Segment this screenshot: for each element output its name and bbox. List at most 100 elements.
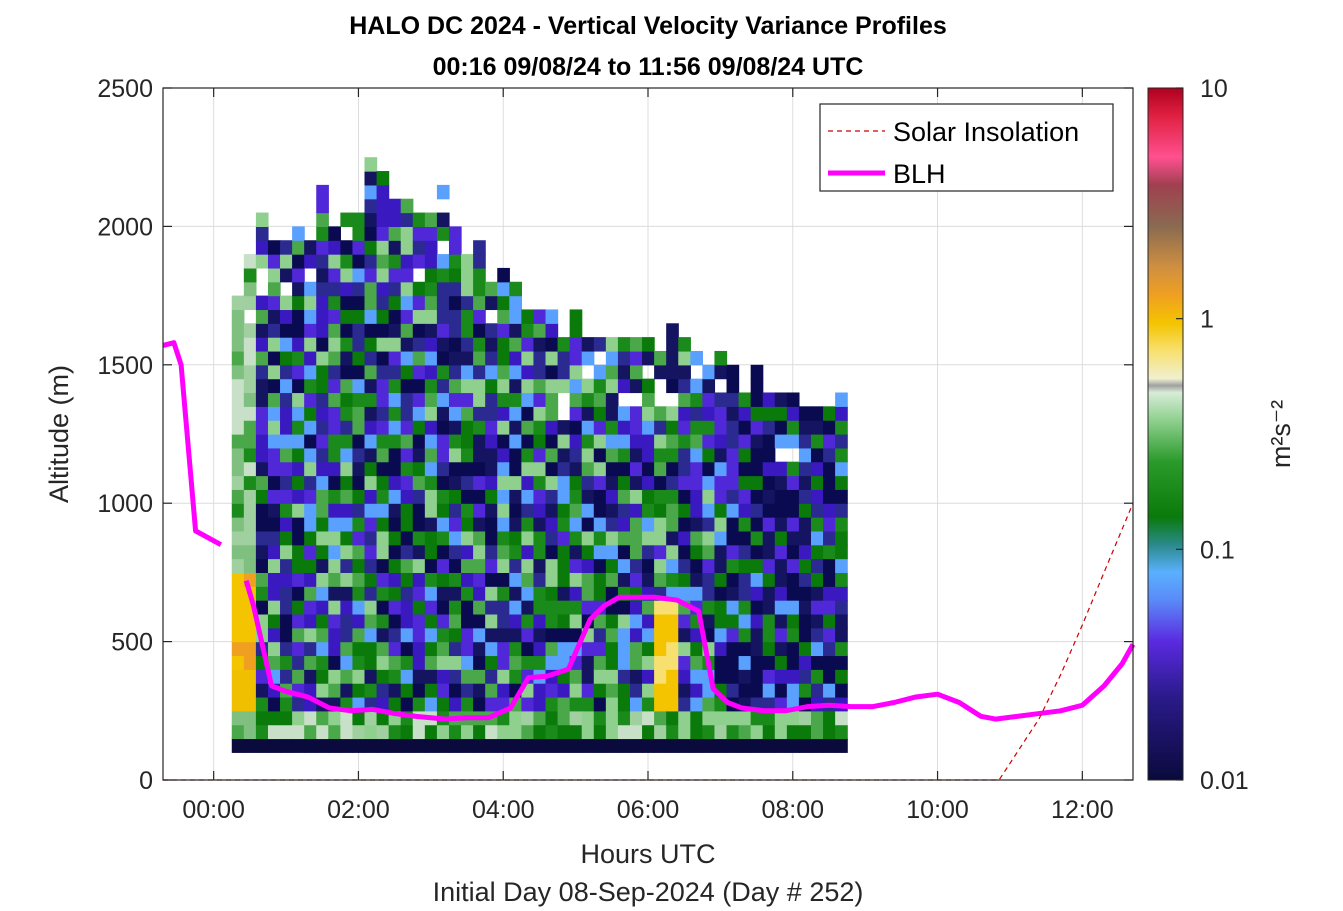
heatmap-cell: [750, 572, 764, 587]
heatmap-cell: [557, 475, 571, 490]
heatmap-cell: [738, 724, 752, 740]
heatmap-cell: [726, 489, 740, 504]
heatmap-cell: [593, 641, 607, 657]
heatmap-cell: [352, 558, 366, 573]
heatmap-cell: [388, 378, 402, 394]
heatmap-cell: [569, 710, 583, 726]
heatmap-cell: [726, 724, 740, 740]
heatmap-cell: [352, 350, 366, 366]
heatmap-cell: [243, 406, 257, 421]
heatmap-cell: [702, 503, 716, 518]
solar-insolation-line: [163, 502, 1134, 781]
heatmap-cell: [412, 696, 426, 712]
heatmap-cell: [364, 171, 378, 186]
y-tick-label-4: 2000: [97, 213, 153, 241]
heatmap-cell: [376, 350, 390, 366]
heatmap-cell: [617, 364, 631, 380]
heatmap-cell: [243, 489, 257, 504]
heatmap-cell: [448, 406, 462, 421]
heatmap-cell: [545, 337, 559, 352]
heatmap-cell: [690, 420, 703, 435]
heatmap-cell: [436, 184, 450, 200]
heatmap-cell: [726, 530, 740, 546]
heatmap-cell: [798, 544, 812, 560]
heatmap-cell: [605, 364, 619, 380]
heatmap-cell: [473, 572, 486, 587]
heatmap-cell: [328, 738, 341, 753]
heatmap-cell: [473, 240, 486, 255]
heatmap-cell: [292, 434, 305, 449]
heatmap-cell: [509, 655, 522, 670]
heatmap-cell: [328, 600, 341, 615]
heatmap-cell: [762, 710, 776, 726]
heatmap-cell: [255, 323, 269, 338]
heatmap-cell: [255, 240, 269, 255]
heatmap-cell: [533, 378, 547, 394]
heatmap-cell: [280, 669, 293, 684]
heatmap-cell: [448, 337, 462, 352]
heatmap-cell: [690, 627, 703, 643]
heatmap-cell: [364, 420, 378, 435]
heatmap-cell: [726, 627, 740, 643]
heatmap-cell: [738, 600, 752, 615]
heatmap-cell: [798, 586, 812, 601]
heatmap-cell: [569, 350, 583, 366]
heatmap-cell: [569, 558, 583, 573]
heatmap-cell: [267, 475, 281, 490]
heatmap-cell: [328, 254, 341, 269]
heatmap-cell: [400, 544, 414, 560]
heatmap-cell: [231, 489, 245, 504]
heatmap-cell: [267, 392, 281, 407]
heatmap-cell: [774, 434, 788, 449]
heatmap-cell: [304, 710, 317, 726]
heatmap-cell: [412, 309, 426, 324]
heatmap-cell: [569, 586, 583, 601]
heatmap-cell: [774, 503, 788, 518]
heatmap-cell: [485, 406, 498, 421]
heatmap-cell: [280, 613, 293, 629]
heatmap-cell: [255, 378, 269, 394]
heatmap-cell: [255, 226, 269, 241]
heatmap-cell: [267, 378, 281, 394]
heatmap-cell: [267, 323, 281, 338]
heatmap-cell: [617, 641, 631, 657]
heatmap-cell: [629, 503, 643, 518]
heatmap-cell: [545, 475, 559, 490]
heatmap-cell: [786, 420, 800, 435]
heatmap-cell: [400, 378, 414, 394]
heatmap-cell: [485, 503, 498, 518]
heatmap-cell: [593, 447, 607, 463]
heatmap-cell: [521, 530, 535, 546]
heatmap-cell: [328, 267, 341, 283]
heatmap-cell: [424, 655, 438, 670]
heatmap-cell: [412, 655, 426, 670]
heatmap-cell: [448, 323, 462, 338]
heatmap-cell: [243, 434, 257, 449]
heatmap-cell: [714, 627, 728, 643]
heatmap-cell: [473, 295, 486, 311]
heatmap-cell: [388, 281, 402, 297]
heatmap-cell: [292, 281, 305, 297]
heatmap-cell: [400, 364, 414, 380]
heatmap-cell: [448, 226, 462, 241]
heatmap-cell: [642, 406, 655, 421]
heatmap-cell: [533, 724, 547, 740]
heatmap-cell: [231, 295, 245, 311]
heatmap-cell: [473, 475, 486, 490]
heatmap-cell: [304, 503, 317, 518]
heatmap-cell: [738, 572, 752, 587]
heatmap-cell: [255, 406, 269, 421]
heatmap-cell: [328, 669, 341, 684]
heatmap-cell: [304, 240, 317, 255]
heatmap-cell: [436, 337, 450, 352]
heatmap-cell: [316, 184, 329, 200]
heatmap-cell: [473, 434, 486, 449]
heatmap-cell: [533, 323, 547, 338]
heatmap-cell: [593, 572, 607, 587]
heatmap-cell: [424, 350, 438, 366]
heatmap-cell: [424, 530, 438, 546]
heatmap-cell: [642, 558, 655, 573]
heatmap-cell: [642, 475, 655, 490]
heatmap-cell: [642, 503, 655, 518]
